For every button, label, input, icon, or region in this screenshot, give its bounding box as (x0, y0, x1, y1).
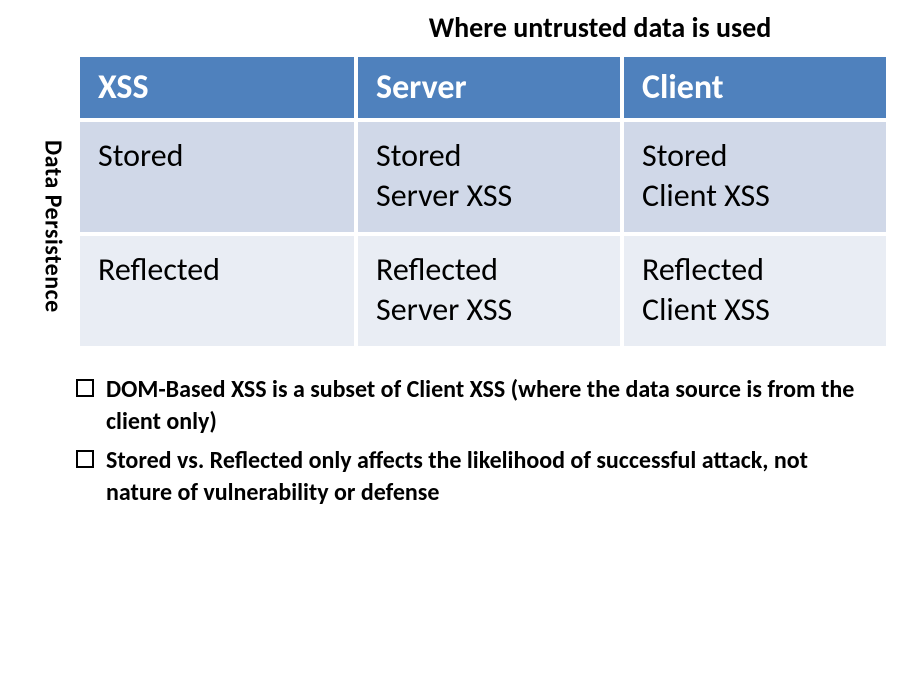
bullet-list: DOM-Based XSS is a subset of Client XSS … (76, 374, 876, 510)
col-header-1: Server (358, 57, 620, 118)
table-row: Stored Stored Server XSS Stored Client X… (80, 122, 886, 232)
bullet-text: Stored vs. Reflected only affects the li… (106, 445, 876, 510)
cell-line: Client XSS (642, 176, 868, 216)
table-header-row: XSS Server Client (80, 57, 886, 118)
checkbox-icon (76, 379, 94, 397)
cell-line: Stored (98, 136, 336, 176)
cell-1-1: Reflected Server XSS (358, 236, 620, 346)
cell-line: Reflected (376, 250, 602, 290)
cell-line: Stored (376, 136, 602, 176)
col-header-0: XSS (80, 57, 354, 118)
matrix-wrap: Data Persistence XSS Server Client Store… (30, 53, 890, 350)
table-row: Reflected Reflected Server XSS Reflected… (80, 236, 886, 346)
cell-0-1: Stored Server XSS (358, 122, 620, 232)
table-body: Stored Stored Server XSS Stored Client X… (80, 122, 886, 346)
cell-line: Server XSS (376, 290, 602, 330)
cell-1-0: Reflected (80, 236, 354, 346)
cell-line: Client XSS (642, 290, 868, 330)
cell-0-0: Stored (80, 122, 354, 232)
bullet-item: DOM-Based XSS is a subset of Client XSS … (76, 374, 876, 439)
side-axis-col: Data Persistence (30, 53, 76, 350)
top-axis-label: Where untrusted data is used (30, 10, 890, 45)
col-header-2: Client (624, 57, 886, 118)
table-head: XSS Server Client (80, 57, 886, 118)
cell-line: Reflected (642, 250, 868, 290)
side-axis-label: Data Persistence (39, 90, 68, 313)
cell-line: Server XSS (376, 176, 602, 216)
slide-container: Where untrusted data is used Data Persis… (30, 10, 890, 516)
xss-matrix-table: XSS Server Client Stored Stored Server X… (76, 53, 890, 350)
bullet-text: DOM-Based XSS is a subset of Client XSS … (106, 374, 876, 439)
cell-line: Stored (642, 136, 868, 176)
bullet-item: Stored vs. Reflected only affects the li… (76, 445, 876, 510)
cell-0-2: Stored Client XSS (624, 122, 886, 232)
cell-1-2: Reflected Client XSS (624, 236, 886, 346)
cell-line: Reflected (98, 250, 336, 290)
checkbox-icon (76, 450, 94, 468)
